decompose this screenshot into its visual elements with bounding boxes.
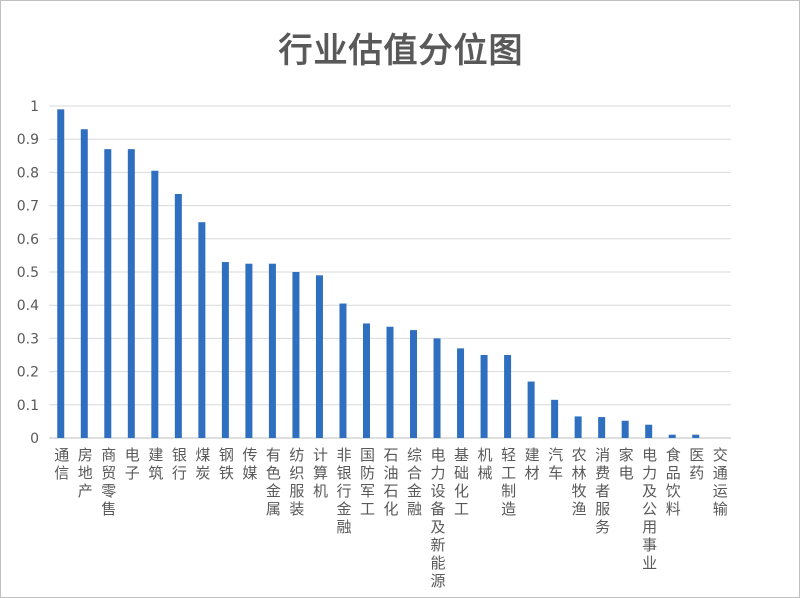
x-tick-label: 医药 [689,446,704,482]
bar [621,420,629,438]
y-tick-label: 0.5 [17,265,39,281]
bar-rect [127,149,135,438]
bar-rect [574,416,582,438]
bar [410,330,418,438]
bar-rect [362,323,370,438]
bar-rect [692,434,700,438]
bar [221,262,229,438]
bar [339,303,347,438]
bar [198,222,206,438]
bar-rect [598,417,606,438]
bar-rect [457,348,465,438]
x-tick-label: 有色金属 [266,446,281,518]
bar [598,417,606,438]
bar [245,263,253,438]
bar-rect [621,420,629,438]
x-tick-label: 交通运输 [713,446,728,518]
x-tick-label: 银行 [172,446,187,482]
y-tick-label: 0 [30,431,39,447]
x-tick-label: 煤炭 [195,446,210,482]
bar [315,275,323,438]
x-tick-label: 基础化工 [454,446,469,518]
bar [386,326,394,438]
x-tick-label: 建筑 [148,446,163,482]
x-tick-label: 农林牧渔 [572,446,587,518]
bar-rect [198,222,206,438]
bar [362,323,370,438]
x-tick-label: 通信 [54,446,69,482]
x-tick-label: 综合金融 [407,446,422,518]
bar-rect [386,326,394,438]
x-tick-label: 电子 [125,446,140,482]
x-tick-label: 房地产 [78,446,93,500]
bar [527,381,535,438]
y-tick-label: 0.3 [17,331,39,347]
bar [457,348,465,438]
bar-rect [339,303,347,438]
bar [668,434,676,438]
x-tick-label: 钢铁 [219,446,234,482]
bar [57,109,65,438]
bar [433,338,441,438]
bar [80,129,88,439]
bar [645,424,653,438]
x-tick-label: 石油石化 [383,446,398,518]
bar-rect [480,355,488,438]
bar-rect [57,109,65,438]
y-tick-label: 1 [30,99,39,115]
y-tick-label: 0.7 [17,199,39,215]
x-tick-label: 机械 [478,446,493,482]
bar-rect [410,330,418,438]
x-tick-label: 纺织服装 [289,446,304,518]
y-tick-label: 0.8 [17,165,39,181]
x-tick-label: 商贸零售 [101,446,116,518]
bar-rect [527,381,535,438]
bar-rect [80,129,88,439]
chart-title: 行业估值分位图 [278,31,524,71]
bar [268,263,276,438]
x-tick-label: 轻工制造 [501,446,516,518]
y-tick-label: 0.1 [17,398,39,414]
bar [504,355,512,438]
y-tick-label: 0.6 [17,232,39,248]
bar-rect [433,338,441,438]
x-tick-label: 电力及公用事业 [642,446,657,572]
y-tick-label: 0.2 [17,365,39,381]
x-tick-label: 非银行金融 [336,446,351,536]
bar-rect [151,170,159,439]
bar [292,272,300,438]
x-tick-label: 家电 [619,446,634,482]
x-tick-label: 国防军工 [360,446,375,518]
x-tick-label: 食品饮料 [666,446,681,518]
bar-rect [292,272,300,438]
x-tick-label: 汽车 [548,446,563,482]
bar-rect [174,193,182,438]
x-tick-label: 建材 [525,446,540,482]
bar-rect [221,262,229,438]
bar [692,434,700,438]
bar-rect [315,275,323,438]
bar-rect [668,434,676,438]
y-tick-label: 0.9 [17,132,39,148]
bar [151,170,159,439]
x-tick-label: 传媒 [242,446,257,482]
y-tick-label: 0.4 [17,298,39,314]
bar-rect [645,424,653,438]
bar [174,193,182,438]
bar [104,149,112,438]
bar-rect [268,263,276,438]
x-tick-label: 电力设备及新能源 [431,446,446,590]
bar-rect [245,263,253,438]
bar [480,355,488,438]
bar-rect [104,149,112,438]
x-tick-label: 计算机 [313,446,328,500]
x-tick-label: 消费者服务 [595,446,610,536]
bar [574,416,582,438]
bar-rect [551,399,559,438]
bar-rect [504,355,512,438]
bar [127,149,135,438]
bar [551,399,559,438]
